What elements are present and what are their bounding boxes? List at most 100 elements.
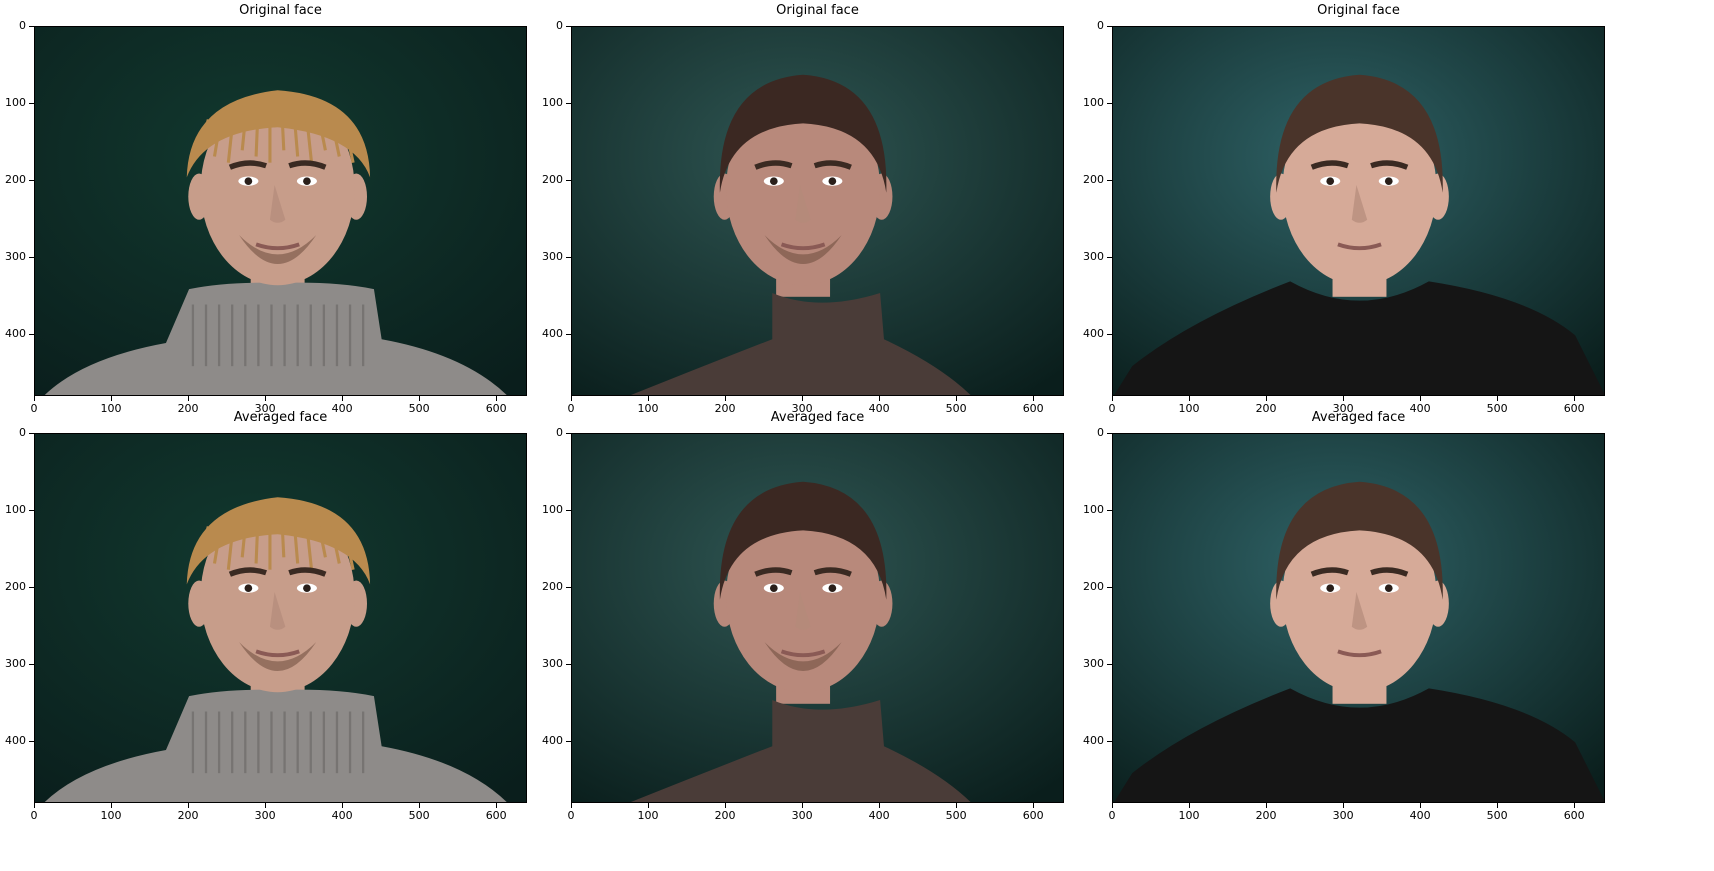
y-tick-label: 400 (1083, 327, 1104, 341)
face-photo (572, 434, 1063, 802)
face-photo (1113, 434, 1604, 802)
y-tick-mark (29, 103, 34, 105)
x-tick-mark (1266, 803, 1268, 808)
y-tick-label: 400 (1083, 734, 1104, 748)
y-tick-label: 300 (542, 250, 563, 264)
x-tick-mark (1112, 803, 1113, 808)
y-tick-label: 100 (1083, 503, 1104, 517)
panel-title: Original face (776, 3, 859, 18)
x-tick-label: 400 (1409, 809, 1431, 822)
panel-title: Averaged face (770, 410, 865, 425)
y-tick-mark (566, 433, 571, 434)
y-tick-label: 200 (542, 173, 563, 187)
x-tick-label: 200 (714, 402, 736, 415)
y-tick-mark (566, 26, 571, 27)
x-tick-label: 400 (331, 402, 353, 415)
x-tick-label: 600 (1022, 809, 1044, 822)
image-axes (34, 433, 527, 803)
x-tick-label: 600 (1563, 809, 1585, 822)
y-tick-label: 200 (1083, 580, 1104, 594)
y-tick-mark (1107, 103, 1112, 105)
y-tick-label: 0 (19, 426, 26, 439)
y-tick-mark (1107, 180, 1112, 182)
x-tick-mark (1189, 396, 1191, 401)
y-tick-mark (1107, 334, 1112, 336)
x-tick-mark (111, 803, 113, 808)
y-tick-label: 0 (1097, 426, 1104, 439)
y-tick-mark (566, 587, 571, 589)
x-tick-label: 0 (567, 402, 575, 415)
face-photo (1113, 27, 1604, 395)
x-tick-label: 600 (1563, 402, 1585, 415)
y-tick-mark (29, 510, 34, 512)
x-tick-mark (1343, 803, 1345, 808)
y-tick-mark (1107, 26, 1112, 27)
y-tick-mark (1107, 664, 1112, 666)
y-tick-mark (29, 180, 34, 182)
x-tick-label: 500 (408, 402, 430, 415)
x-tick-label: 200 (1255, 809, 1277, 822)
x-tick-label: 300 (791, 809, 813, 822)
image-axes (1112, 26, 1605, 396)
x-tick-label: 0 (30, 402, 38, 415)
face-photo (572, 27, 1063, 395)
y-tick-mark (1107, 741, 1112, 743)
x-tick-mark (956, 396, 958, 401)
y-tick-mark (1107, 433, 1112, 434)
x-tick-label: 0 (567, 809, 575, 822)
y-tick-mark (29, 334, 34, 336)
y-tick-label: 200 (5, 580, 26, 594)
x-tick-mark (725, 803, 727, 808)
y-tick-label: 0 (556, 19, 563, 32)
x-tick-mark (1497, 396, 1499, 401)
image-axes (571, 26, 1064, 396)
x-tick-label: 400 (331, 809, 353, 822)
x-tick-mark (1574, 803, 1576, 808)
x-tick-label: 200 (177, 809, 199, 822)
x-tick-mark (879, 396, 881, 401)
x-tick-label: 100 (1178, 809, 1200, 822)
x-tick-label: 100 (637, 402, 659, 415)
y-tick-mark (1107, 257, 1112, 259)
x-tick-label: 600 (485, 809, 507, 822)
x-tick-mark (648, 803, 650, 808)
x-tick-mark (571, 803, 572, 808)
image-panel: Averaged face 0 100 200 300 400 0 100 200 300 400… (1078, 411, 1678, 871)
x-tick-mark (342, 803, 344, 808)
x-tick-label: 100 (637, 809, 659, 822)
x-tick-mark (496, 803, 498, 808)
y-tick-label: 400 (542, 734, 563, 748)
x-tick-mark (1189, 803, 1191, 808)
y-tick-label: 300 (5, 250, 26, 264)
y-tick-label: 0 (556, 426, 563, 439)
image-panel: Original face 0 100 200 300 (0, 4, 600, 464)
x-tick-mark (571, 396, 572, 401)
y-tick-label: 400 (5, 734, 26, 748)
y-tick-mark (1107, 587, 1112, 589)
x-tick-mark (265, 396, 267, 401)
y-tick-label: 100 (5, 503, 26, 517)
x-tick-label: 0 (1108, 402, 1116, 415)
y-tick-mark (566, 180, 571, 182)
face-photo (35, 27, 526, 395)
x-tick-mark (111, 396, 113, 401)
x-tick-mark (188, 803, 190, 808)
image-axes (34, 26, 527, 396)
x-tick-mark (1033, 396, 1035, 401)
x-tick-label: 0 (30, 809, 38, 822)
y-tick-label: 200 (5, 173, 26, 187)
x-tick-mark (34, 803, 35, 808)
x-tick-mark (419, 803, 421, 808)
y-tick-mark (566, 334, 571, 336)
y-tick-label: 400 (542, 327, 563, 341)
x-tick-mark (342, 396, 344, 401)
y-tick-label: 300 (1083, 657, 1104, 671)
x-tick-mark (1033, 803, 1035, 808)
x-tick-label: 100 (100, 402, 122, 415)
x-tick-mark (879, 803, 881, 808)
x-tick-label: 200 (1255, 402, 1277, 415)
image-panel: Averaged face 0 100 200 300 (0, 411, 600, 871)
y-tick-mark (29, 587, 34, 589)
y-tick-label: 100 (542, 503, 563, 517)
x-tick-mark (1420, 396, 1422, 401)
